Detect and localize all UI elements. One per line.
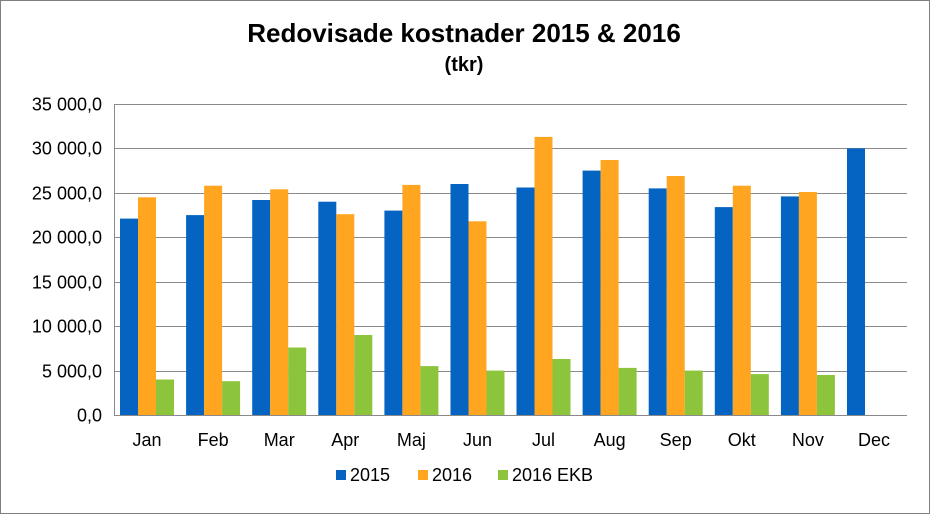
bar-2016-ekb-jan	[156, 379, 174, 415]
legend-label: 2016 EKB	[512, 465, 593, 485]
bar-2015-jul	[516, 187, 535, 415]
bar-2015-apr	[318, 201, 337, 415]
y-tick-label: 20 000,0	[32, 228, 102, 248]
x-tick-label: Feb	[198, 430, 229, 450]
x-tick-label: Okt	[728, 430, 756, 450]
x-tick-label: Maj	[397, 430, 426, 450]
bar-2016-jun	[468, 221, 487, 415]
x-tick-label: Jun	[463, 430, 492, 450]
bar-2016-ekb-sep	[684, 370, 703, 415]
bar-2015-jun	[450, 184, 469, 415]
bar-2016-jul	[534, 136, 553, 415]
y-tick-label: 0,0	[77, 406, 102, 426]
x-tick-label: Mar	[264, 430, 295, 450]
bar-2016-ekb-okt	[750, 374, 769, 415]
bar-2016-ekb-jul	[552, 359, 571, 415]
legend-swatch-2016	[418, 470, 428, 480]
bar-2015-okt	[714, 207, 733, 415]
y-tick-label: 35 000,0	[32, 95, 102, 115]
x-tick-label: Nov	[792, 430, 824, 450]
bar-2016-ekb-maj	[420, 366, 439, 415]
chart-title: Redovisade kostnader 2015 & 2016	[247, 18, 681, 48]
bar-2015-nov	[780, 196, 799, 415]
x-tick-label: Aug	[594, 430, 626, 450]
legend-swatch-2015	[336, 470, 346, 480]
bar-2016-ekb-feb	[222, 381, 241, 415]
y-tick-label: 15 000,0	[32, 273, 102, 293]
bar-2016-jan	[138, 197, 156, 415]
legend-swatch-2016-ekb	[498, 470, 508, 480]
bar-2015-aug	[582, 170, 601, 415]
chart-title-block: Redovisade kostnader 2015 & 2016 (tkr)	[0, 18, 928, 78]
y-tick-label: 5 000,0	[42, 362, 102, 382]
legend-label: 2016	[432, 465, 472, 485]
bar-2016-ekb-mar	[288, 347, 307, 415]
legend-label: 2015	[350, 465, 390, 485]
bar-2015-dec	[847, 148, 865, 415]
x-tick-label: Jan	[132, 430, 161, 450]
bar-2016-feb	[204, 185, 223, 415]
bar-2015-mar	[252, 200, 271, 415]
bar-2016-ekb-jun	[486, 370, 505, 415]
bar-2016-ekb-nov	[816, 375, 835, 415]
bar-2016-sep	[666, 176, 685, 415]
bar-2015-feb	[186, 215, 205, 415]
bar-2016-apr	[336, 214, 355, 415]
x-tick-label: Dec	[858, 430, 890, 450]
bar-2015-maj	[384, 210, 403, 415]
bar-2016-ekb-aug	[618, 367, 637, 415]
bar-2016-maj	[402, 184, 421, 415]
y-tick-label: 30 000,0	[32, 139, 102, 159]
bar-2016-nov	[798, 192, 817, 415]
bar-2016-okt	[732, 185, 751, 415]
bar-2016-ekb-apr	[354, 335, 373, 415]
y-tick-label: 10 000,0	[32, 317, 102, 337]
y-tick-label: 25 000,0	[32, 184, 102, 204]
x-tick-label: Jul	[532, 430, 555, 450]
x-tick-label: Sep	[660, 430, 692, 450]
bar-2016-mar	[270, 189, 289, 415]
x-tick-label: Apr	[331, 430, 359, 450]
bar-2016-aug	[600, 160, 619, 415]
chart-subtitle: (tkr)	[444, 54, 484, 76]
bar-2015-sep	[648, 188, 667, 415]
bar-2015-jan	[120, 218, 138, 415]
